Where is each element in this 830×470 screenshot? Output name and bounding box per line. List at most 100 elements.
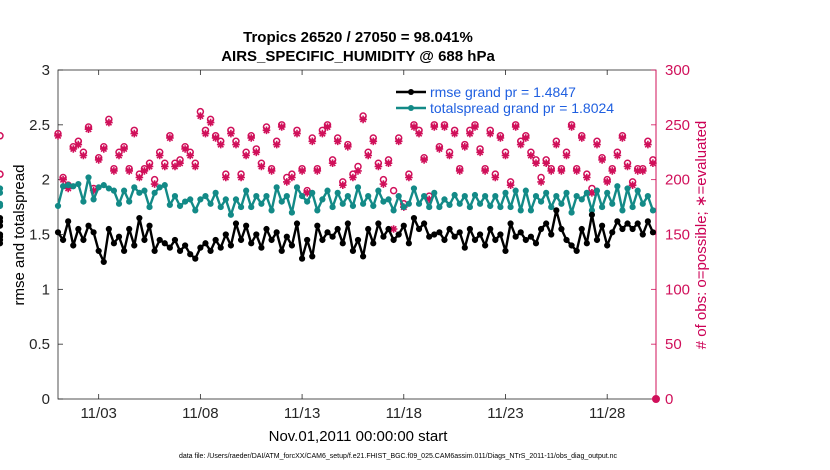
obs-evaluated-marker <box>216 140 225 149</box>
obs-evaluated-marker <box>59 175 67 184</box>
totalspread-point <box>578 196 585 203</box>
y2-origin-marker <box>652 395 660 403</box>
obs-evaluated-marker <box>542 159 550 167</box>
obs-evaluated-marker <box>501 151 510 160</box>
rmse-point <box>385 225 392 233</box>
rmse-point <box>497 231 504 238</box>
totalspread-point <box>492 193 499 200</box>
x-axis-label: Nov.01,2011 00:00:00 start <box>269 428 449 445</box>
obs-evaluated-marker <box>578 134 586 142</box>
totalspread-line <box>56 176 655 217</box>
totalspread-point <box>543 189 550 196</box>
obs-evaluated-marker <box>567 123 576 131</box>
obs-evaluated-marker <box>89 186 98 195</box>
totalspread-point <box>283 193 290 200</box>
totalspread-point <box>334 189 341 196</box>
obs-evaluated-marker <box>267 167 276 175</box>
obs-evaluated-marker <box>69 145 78 153</box>
totalspread-point <box>553 193 560 200</box>
totalspread-point <box>309 189 316 196</box>
totalspread-point <box>65 182 72 189</box>
obs-evaluated-marker <box>54 132 62 140</box>
rmse-point <box>482 242 489 249</box>
rmse-point <box>370 240 377 247</box>
rmse-point <box>644 218 651 225</box>
rmse-point <box>121 247 128 255</box>
totalspread-point <box>512 187 519 194</box>
totalspread-point <box>248 203 255 211</box>
chart-subtitle: AIRS_SPECIFIC_HUMIDITY @ 688 hPa <box>221 48 495 65</box>
totalspread-point <box>319 196 326 203</box>
obs-evaluated-marker <box>552 140 561 149</box>
totalspread-point <box>273 184 280 191</box>
y2-axis-label: # of obs: o=possible; ∗=evaluated <box>693 121 710 350</box>
rmse-point <box>441 236 448 244</box>
y-axis-label: rmse and totalspread <box>11 165 28 306</box>
totalspread-point <box>151 189 158 196</box>
totalspread-point <box>278 198 285 205</box>
obs-evaluated-marker <box>415 129 423 138</box>
totalspread-point <box>110 187 118 194</box>
totalspread-point <box>182 198 189 205</box>
rmse-point <box>334 225 341 233</box>
legend-rmse-marker <box>408 89 414 95</box>
obs-evaluated-marker <box>308 137 317 146</box>
totalspread-point <box>446 201 453 208</box>
totalspread-point <box>263 193 270 200</box>
obs-evaluated-marker <box>303 189 311 197</box>
x-tick-label: 11/23 <box>487 405 523 422</box>
totalspread-point <box>410 185 418 192</box>
totalspread-point <box>532 193 540 200</box>
totalspread-point <box>222 196 229 203</box>
totalspread-point <box>649 207 657 214</box>
rmse-point <box>395 231 402 238</box>
rmse-point <box>421 220 428 227</box>
rmse-point <box>115 233 123 240</box>
obs-evaluated-marker <box>115 151 123 160</box>
totalspread-point <box>349 202 357 210</box>
rmse-point <box>619 225 626 233</box>
obs-evaluated-marker <box>74 140 83 149</box>
totalspread-point <box>644 193 651 200</box>
rmse-point <box>131 242 138 249</box>
x-tick-label: 11/28 <box>589 405 625 422</box>
totalspread-point <box>171 193 179 200</box>
obs-evaluated-marker <box>277 123 286 131</box>
totalspread-point <box>237 203 245 211</box>
totalspread-point <box>563 189 570 196</box>
rmse-point <box>278 247 285 255</box>
totalspread-point <box>187 196 194 203</box>
totalspread-point <box>482 193 489 200</box>
rmse-point <box>85 222 92 229</box>
totalspread-point <box>466 203 473 211</box>
obs-evaluated-marker <box>94 156 103 164</box>
obs-evaluated-marker <box>598 156 606 164</box>
rmse-point <box>80 236 87 244</box>
rmse-point <box>532 240 540 247</box>
totalspread-point <box>451 191 458 199</box>
totalspread-point <box>365 193 372 200</box>
obs-evaluated-marker <box>420 156 428 164</box>
totalspread-point <box>293 184 301 191</box>
rmse-point <box>227 242 234 249</box>
totalspread-point <box>100 182 107 189</box>
obs-evaluated-marker <box>262 126 271 135</box>
obs-evaluated-marker <box>379 180 388 188</box>
obs-evaluated-marker <box>298 167 306 175</box>
obs-evaluated-marker <box>252 148 261 157</box>
rmse-point <box>548 231 555 238</box>
totalspread-point <box>614 183 621 190</box>
totalspread-point <box>70 183 77 190</box>
obs-evaluated-marker <box>476 148 484 157</box>
y2-tick-label: 0 <box>665 391 673 408</box>
y2-tick-label: 300 <box>665 62 690 79</box>
rmse-point <box>426 233 433 240</box>
obs-evaluated-marker <box>196 112 205 120</box>
obs-evaluated-marker <box>572 167 581 175</box>
rmse-point <box>0 222 4 229</box>
totalspread-point <box>207 200 214 207</box>
totalspread-point <box>558 200 565 207</box>
rmse-point <box>329 233 336 240</box>
rmse-point <box>324 229 331 236</box>
rmse-point <box>466 225 473 233</box>
